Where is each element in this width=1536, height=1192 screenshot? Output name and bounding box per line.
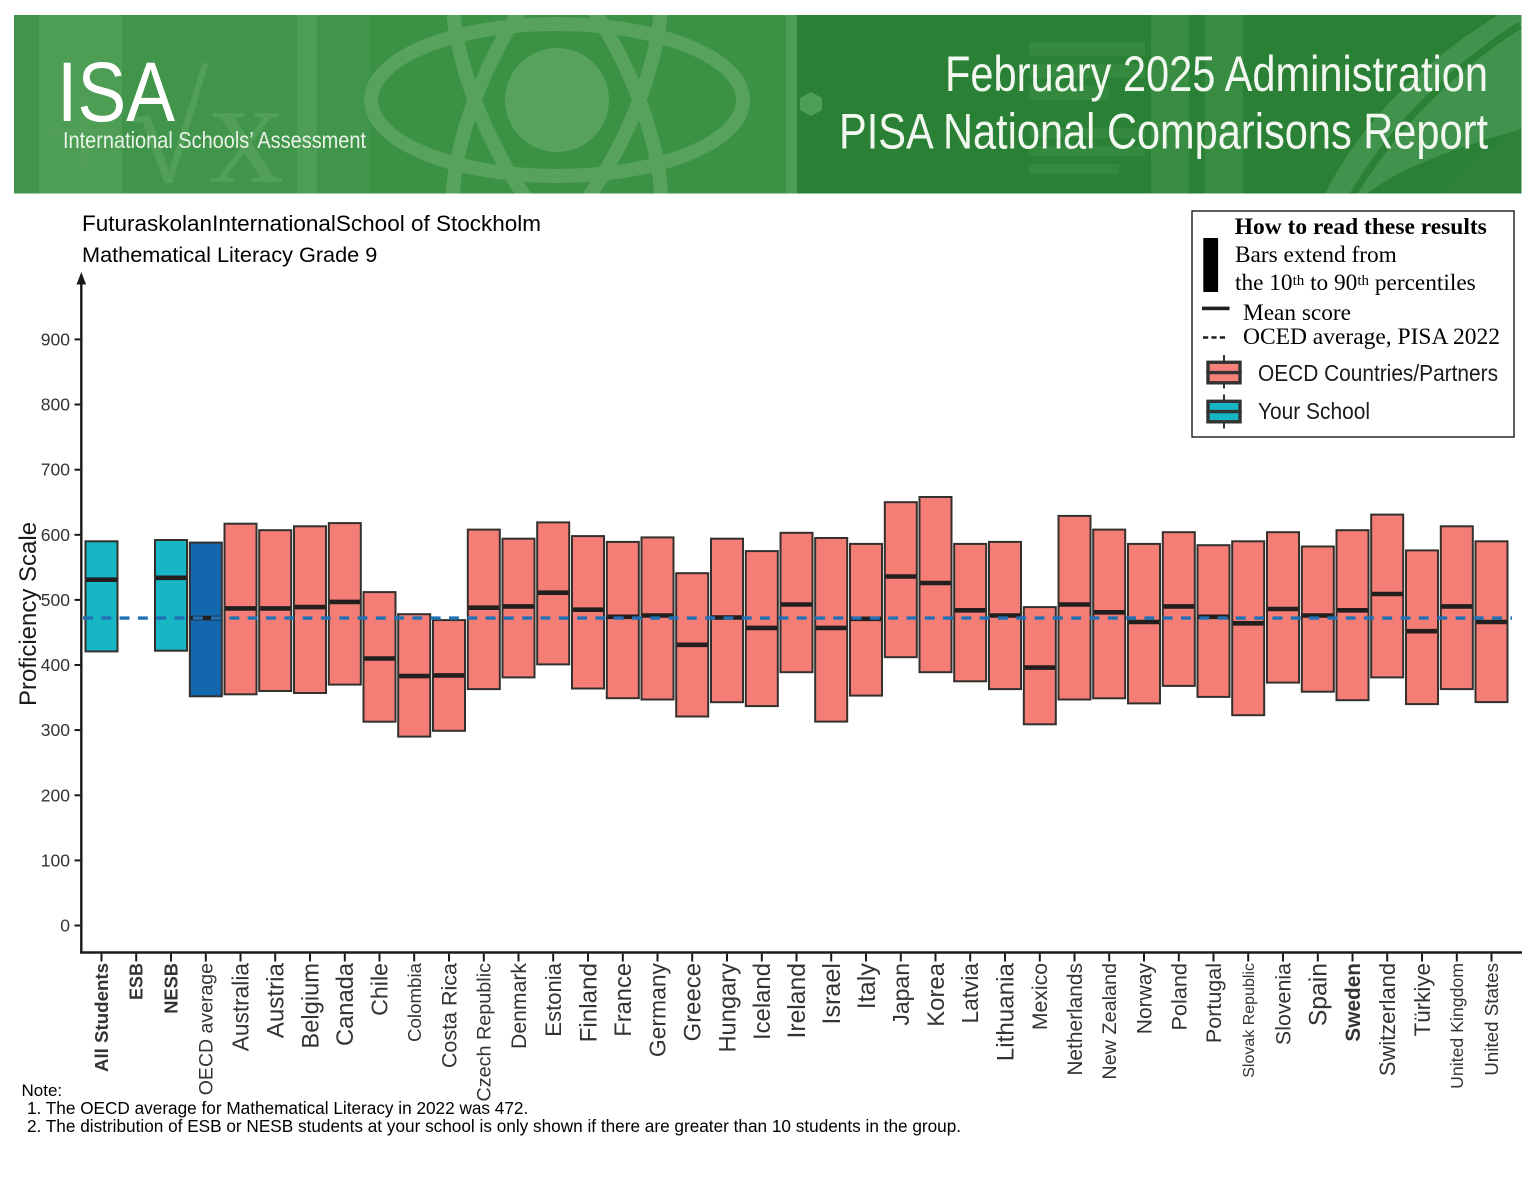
svg-text:Estonia: Estonia [541,962,566,1036]
svg-text:Your School: Your School [1258,398,1370,424]
svg-text:1. The OECD average for Mathem: 1. The OECD average for Mathematical Lit… [27,1098,528,1118]
svg-text:International Schools’ Assessm: International Schools’ Assessment [63,127,367,153]
svg-text:Canada: Canada [333,962,359,1046]
svg-text:Mexico: Mexico [1029,963,1052,1030]
svg-text:Mean score: Mean score [1243,300,1351,326]
svg-text:Austria: Austria [263,962,290,1038]
svg-text:Japan: Japan [888,963,914,1026]
svg-text:700: 700 [41,460,70,480]
svg-text:600: 600 [41,525,70,545]
svg-text:OECD Countries/Partners: OECD Countries/Partners [1258,360,1498,386]
svg-text:Mathematical Literacy Grade 9: Mathematical Literacy Grade 9 [82,242,377,267]
svg-text:Slovenia: Slovenia [1272,963,1296,1045]
svg-text:Slovak Republic: Slovak Republic [1241,963,1258,1078]
svg-text:2. The distribution of ESB or: 2. The distribution of ESB or NESB stude… [27,1116,961,1136]
svg-text:PISA National Comparisons Repo: PISA National Comparisons Report [839,104,1488,160]
svg-text:Ireland: Ireland [784,963,811,1039]
svg-text:Poland: Poland [1166,963,1191,1031]
svg-text:FuturaskolanInternationalSchoo: FuturaskolanInternationalSchool of Stock… [82,211,541,236]
svg-text:Italy: Italy [853,963,881,1010]
svg-text:Australia: Australia [227,963,253,1052]
svg-text:Proficiency Scale: Proficiency Scale [15,522,42,706]
svg-text:Latvia: Latvia [957,963,983,1024]
svg-text:Denmark: Denmark [508,963,531,1049]
svg-text:All Students: All Students [91,963,112,1072]
svg-text:Costa Rica: Costa Rica [438,963,462,1068]
svg-text:Norway: Norway [1133,963,1156,1035]
svg-text:800: 800 [41,395,70,415]
svg-text:900: 900 [41,329,70,349]
svg-text:United Kingdom: United Kingdom [1447,963,1467,1089]
svg-text:Iceland: Iceland [749,963,776,1040]
svg-text:How to read these results: How to read these results [1235,214,1487,239]
svg-text:Belgium: Belgium [298,963,324,1049]
svg-text:OCED average, PISA 2022: OCED average, PISA 2022 [1243,324,1500,350]
svg-text:New Zealand: New Zealand [1099,963,1121,1080]
svg-text:Chile: Chile [367,963,393,1016]
svg-text:Finland: Finland [576,963,603,1042]
svg-text:Türkiye: Türkiye [1410,963,1435,1036]
svg-text:400: 400 [41,655,70,675]
svg-text:Spain: Spain [1305,963,1332,1026]
svg-text:Bars extend from: Bars extend from [1235,242,1397,268]
svg-text:0: 0 [60,916,70,936]
svg-text:Portugal: Portugal [1202,963,1226,1043]
svg-text:Czech Republic: Czech Republic [474,963,496,1102]
svg-text:ISA: ISA [57,45,175,139]
svg-text:Netherlands: Netherlands [1064,963,1087,1076]
svg-text:Sweden: Sweden [1342,963,1365,1042]
svg-text:Lithuania: Lithuania [993,962,1020,1061]
svg-text:OECD average: OECD average [196,963,218,1095]
svg-text:Greece: Greece [680,963,707,1041]
svg-text:500: 500 [41,590,70,610]
svg-text:NESB: NESB [160,963,181,1014]
svg-text:Germany: Germany [645,962,671,1057]
svg-text:Hungary: Hungary [715,963,741,1053]
svg-text:Note:: Note: [22,1081,63,1100]
svg-text:Colombia: Colombia [404,962,425,1042]
svg-text:the 10th to 90th percentiles: the 10th to 90th percentiles [1235,270,1476,296]
svg-text:United States: United States [1481,963,1502,1076]
svg-text:France: France [611,963,637,1037]
svg-text:300: 300 [41,720,70,740]
svg-text:200: 200 [41,785,70,805]
svg-text:100: 100 [41,850,70,870]
svg-text:Korea: Korea [923,962,950,1026]
svg-text:ESB: ESB [127,963,147,1000]
svg-text:Switzerland: Switzerland [1375,963,1400,1076]
svg-text:February 2025 Administration: February 2025 Administration [945,46,1488,102]
svg-text:+√x: +√x [42,49,284,215]
svg-text:Israel: Israel [818,963,846,1025]
